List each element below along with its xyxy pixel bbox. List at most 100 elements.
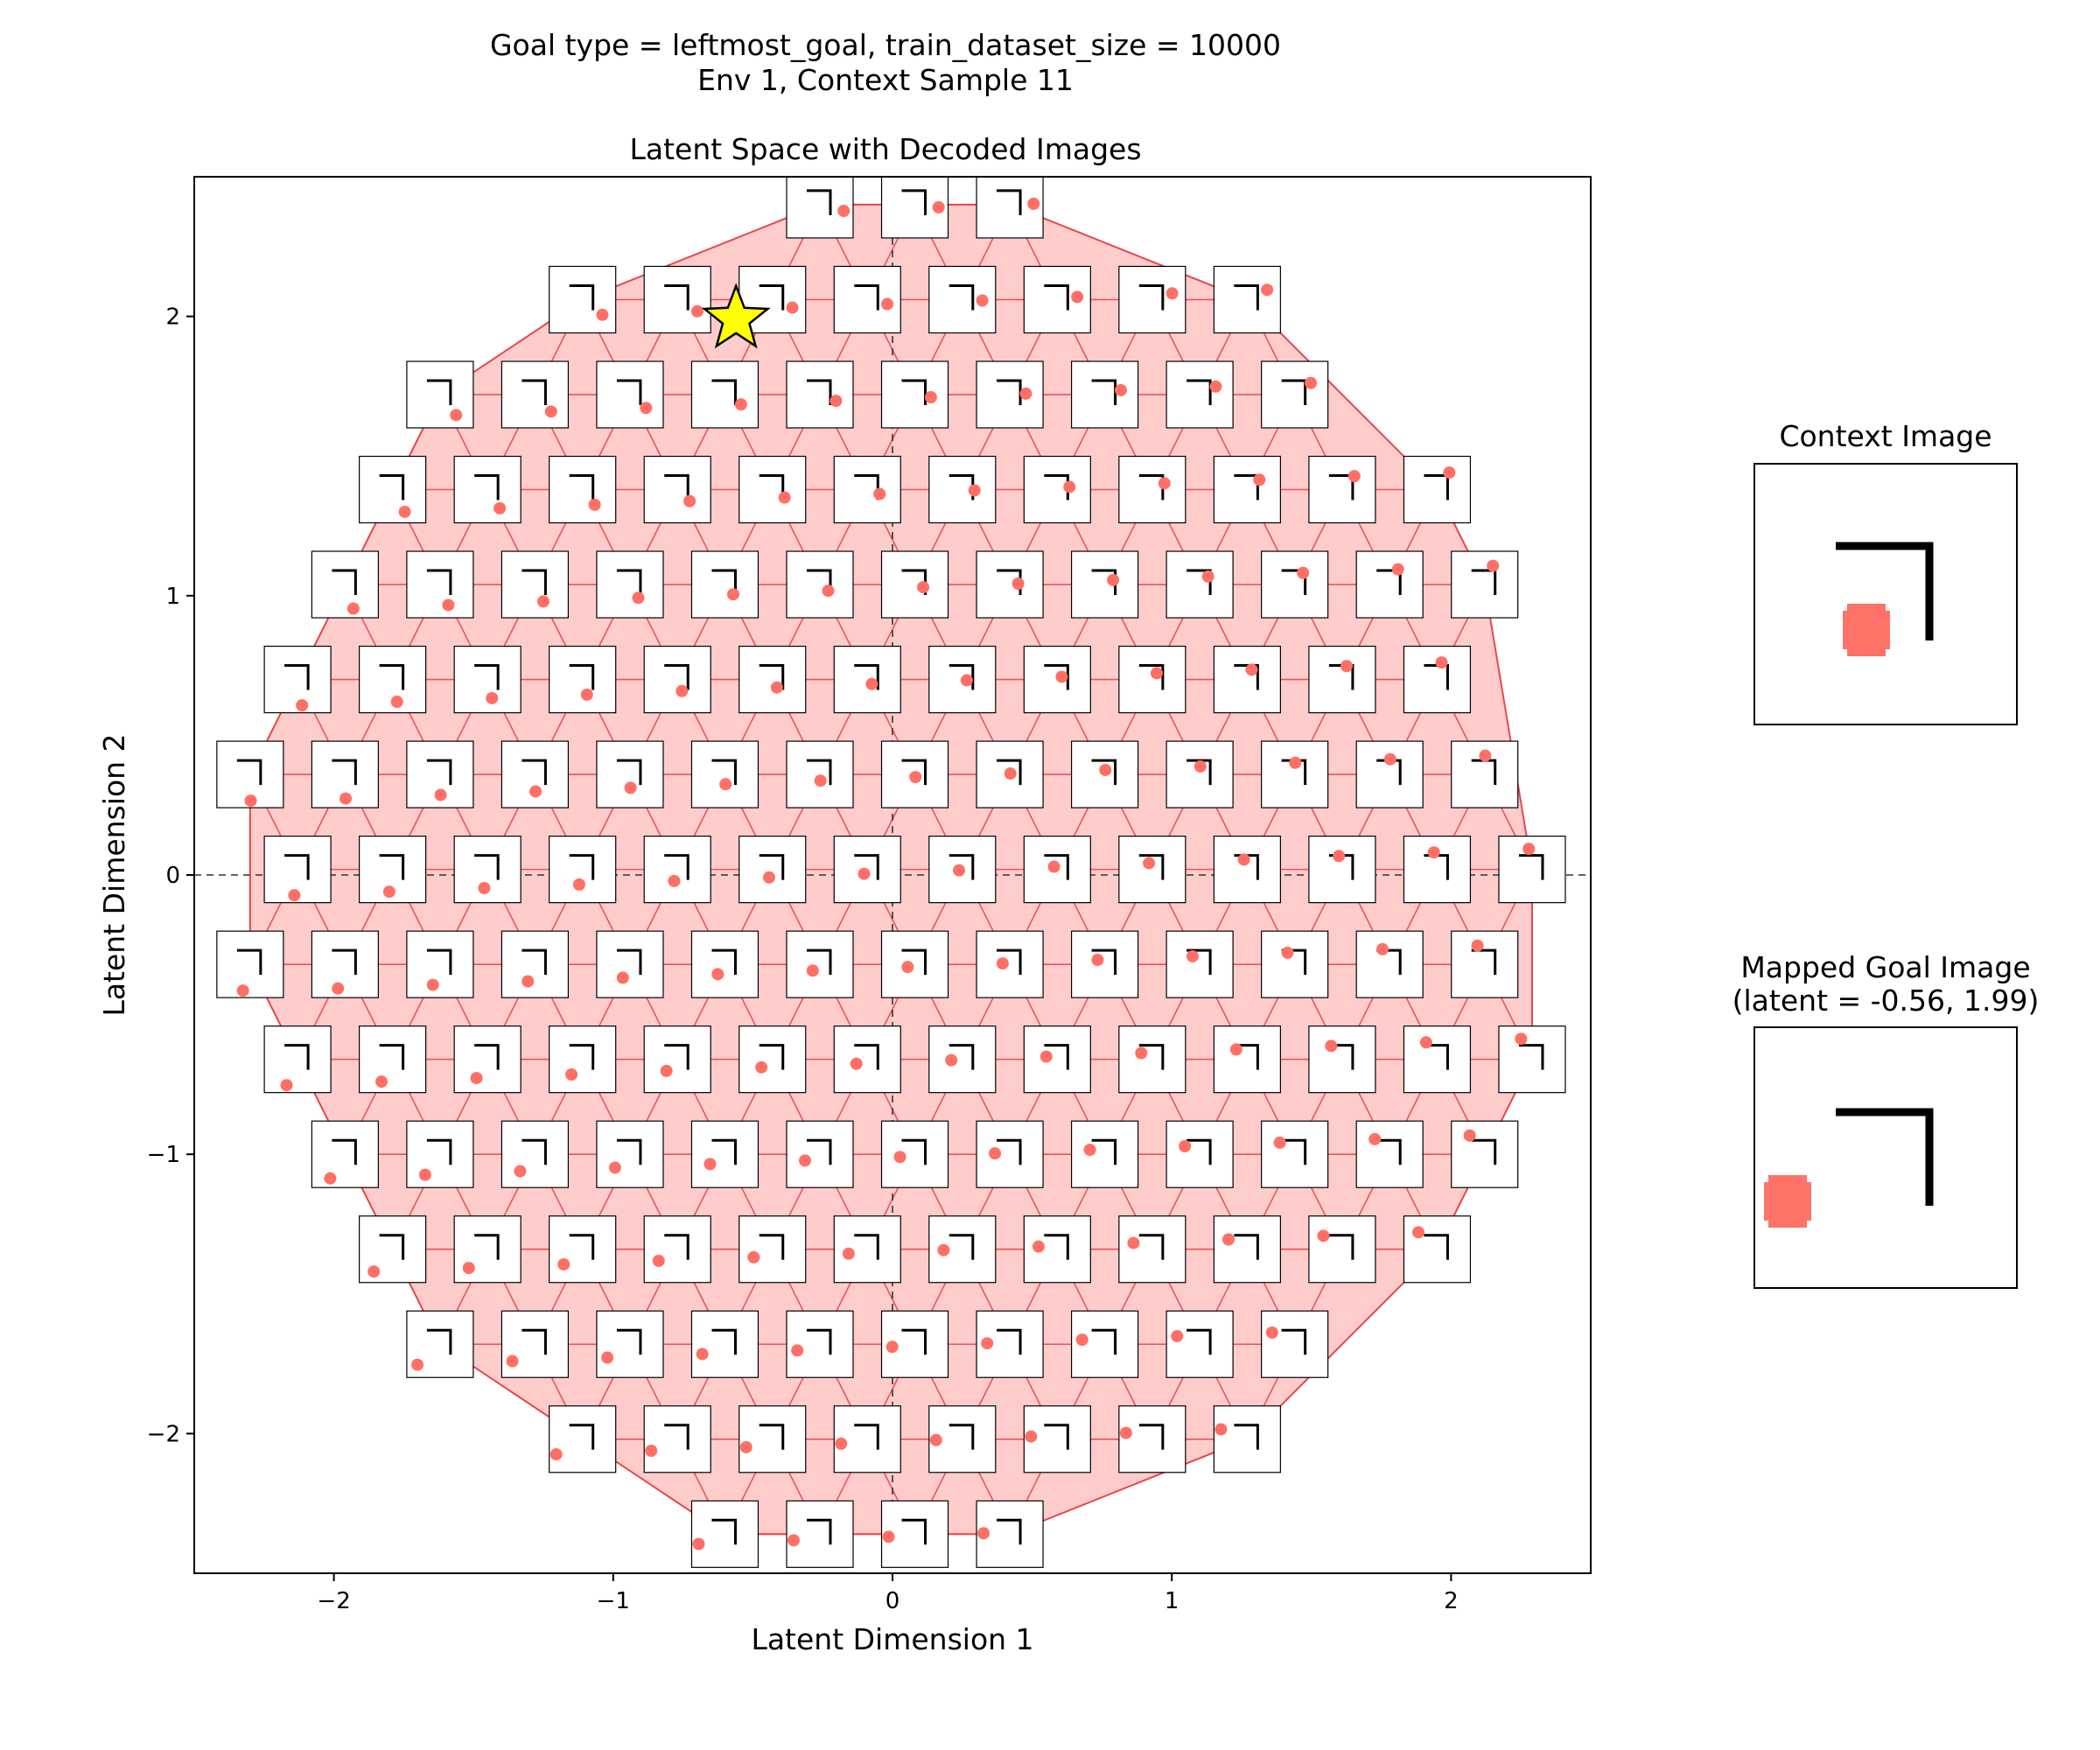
tile-wall (759, 664, 785, 690)
tile-wall (1138, 664, 1165, 690)
tile-frame (500, 550, 570, 619)
decoded-image-tile (406, 930, 474, 998)
tile-wall (901, 1138, 928, 1166)
tile-wall (1044, 1424, 1069, 1450)
tile-frame (1118, 455, 1186, 524)
tile-ball (1019, 387, 1032, 400)
tile-wall (854, 664, 879, 690)
tile-ball (945, 1054, 958, 1067)
decoded-image-tile (690, 1120, 760, 1188)
tile-wall (474, 474, 500, 500)
tile-wall (332, 948, 357, 976)
tile-wall (332, 759, 357, 786)
tile-ball (1383, 752, 1396, 766)
decoded-image-tile (359, 455, 427, 524)
decoded-image-tile (359, 1026, 427, 1094)
tile-frame (928, 265, 997, 334)
decoded-image-tile (833, 1026, 901, 1094)
tile-wall (854, 1424, 879, 1450)
tile-wall (664, 1234, 690, 1260)
tile-wall (901, 948, 928, 976)
tile-ball (1107, 573, 1120, 586)
tile-ball (588, 498, 601, 511)
tile-wall (332, 569, 357, 596)
y-tick-label: 1 (165, 584, 180, 610)
figure-title-line1: Goal type = leftmost_goal, train_dataset… (490, 28, 1281, 62)
tile-frame (1261, 930, 1329, 998)
decoded-image-tile (549, 1405, 617, 1474)
tile-wall (616, 569, 642, 596)
tile-ball (1435, 656, 1448, 669)
tile-wall (1424, 664, 1449, 690)
tile-wall (522, 1138, 547, 1166)
tile-frame (690, 1120, 760, 1188)
tile-wall (711, 569, 737, 596)
tile-frame (690, 1310, 760, 1378)
tile-wall (807, 1518, 832, 1545)
tile-wall (1138, 284, 1165, 311)
tile-ball (506, 1354, 519, 1368)
tile-frame (928, 1026, 997, 1094)
tile-ball (324, 1172, 337, 1185)
decoded-image-tiles (216, 177, 1566, 1568)
tile-wall (1186, 1138, 1212, 1166)
tile-wall (997, 759, 1022, 786)
decoded-image-tile (500, 740, 570, 808)
tile-ball (901, 961, 914, 974)
tile-wall (1281, 759, 1307, 786)
decoded-image-tile (500, 1310, 570, 1378)
decoded-image-tile (406, 360, 474, 429)
tile-wall (474, 854, 500, 880)
tile-ball (977, 1527, 990, 1540)
tile-ball (536, 595, 550, 608)
tile-ball (842, 1247, 855, 1260)
decoded-image-tile (1166, 740, 1234, 808)
tile-ball (640, 402, 653, 415)
tile-ball (486, 691, 499, 704)
tile-frame (786, 550, 854, 619)
decoded-image-tile (1308, 1215, 1376, 1284)
decoded-image-tile (453, 836, 522, 904)
decoded-image-tile (1166, 930, 1234, 998)
decoded-image-tile (690, 550, 760, 619)
tile-ball (1099, 763, 1112, 776)
decoded-image-tile (1213, 455, 1281, 524)
tile-ball (1368, 1132, 1382, 1145)
tile-frame (1070, 360, 1139, 429)
tile-wall (807, 759, 832, 786)
tile-frame (549, 836, 617, 904)
tile-ball (1194, 760, 1207, 773)
decoded-image-tile (216, 930, 284, 998)
decoded-image-tile (643, 1405, 711, 1474)
tile-wall (1091, 759, 1117, 786)
tile-ball (1055, 670, 1068, 683)
tile-frame (1355, 1120, 1424, 1188)
tile-wall (426, 948, 452, 976)
tile-frame (1261, 740, 1329, 808)
tile-wall (474, 1234, 500, 1260)
decoded-image-tile (786, 1310, 854, 1378)
decoded-image-tile (1451, 1120, 1519, 1188)
tile-frame (738, 455, 807, 524)
decoded-image-tile (311, 740, 379, 808)
decoded-image-tile (1213, 645, 1281, 714)
decoded-image-tile (549, 1215, 617, 1284)
decoded-image-tile (263, 645, 332, 714)
tile-ball (426, 978, 439, 991)
tile-ball (346, 602, 360, 615)
tile-ball (478, 882, 491, 895)
tile-wall (616, 948, 642, 976)
decoded-image-tile (1213, 1026, 1281, 1094)
tile-frame (596, 1120, 664, 1188)
tile-ball (1135, 1046, 1148, 1060)
decoded-image-tile (1451, 550, 1519, 619)
tile-frame (1023, 1026, 1091, 1094)
tile-ball (882, 1530, 895, 1544)
tile-ball (632, 592, 645, 605)
x-tick-label: −2 (317, 1588, 350, 1614)
tile-frame (976, 360, 1044, 429)
tile-frame (1166, 360, 1234, 429)
tile-ball (683, 494, 696, 508)
decoded-image-tile (880, 740, 949, 808)
tile-wall (664, 1424, 690, 1450)
